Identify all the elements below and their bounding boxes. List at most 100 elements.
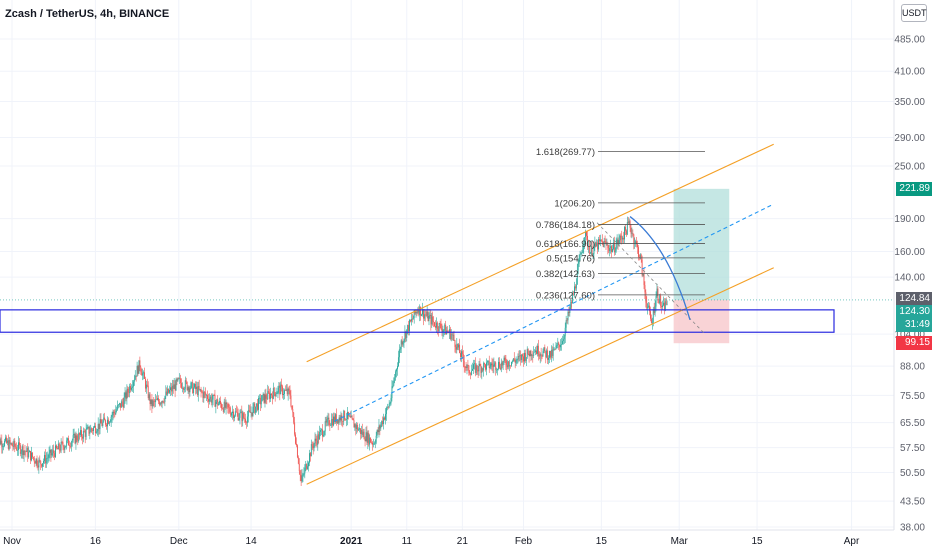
candle-body <box>60 442 62 451</box>
drawing-overlays[interactable]: 1.618(269.77) 1(206.20) 0.786(184.18) 0.618… <box>0 143 894 485</box>
candle-body <box>402 341 404 345</box>
price-tick-label: 88.00 <box>900 362 925 373</box>
candle-body <box>403 339 405 342</box>
candle-body <box>368 433 370 445</box>
candle-body <box>324 421 326 432</box>
candle-body <box>253 403 255 407</box>
long-position-tool[interactable] <box>673 188 730 344</box>
candle-body <box>143 372 145 374</box>
candle-body <box>180 378 182 384</box>
candle-body <box>592 253 594 256</box>
candle-body <box>518 356 520 357</box>
candle-body <box>585 231 587 238</box>
candle-body <box>126 388 128 399</box>
candle-body <box>615 244 617 251</box>
candle-body <box>350 416 352 418</box>
candle-body <box>490 363 492 367</box>
candle-body <box>75 435 77 444</box>
candle-body <box>648 305 650 307</box>
price-axis[interactable]: 485.00 410.00 350.00 290.00 250.00 190.00 160.… <box>893 0 925 534</box>
candle-body <box>333 416 335 426</box>
price-tick-label: 38.00 <box>900 523 925 534</box>
candle-body <box>193 387 195 394</box>
candle-body <box>133 379 135 382</box>
candle-body <box>40 460 42 465</box>
candle-body <box>249 410 251 413</box>
candle-body <box>358 429 360 431</box>
candle-body <box>31 452 33 458</box>
candle-body <box>450 334 452 339</box>
candle-body <box>542 351 544 357</box>
candle-body <box>155 399 157 403</box>
candle-body <box>69 446 71 447</box>
candle-body <box>544 347 546 351</box>
candle-body <box>362 431 364 435</box>
candle-body <box>47 457 49 459</box>
candle-body <box>439 323 441 324</box>
candle-body <box>3 446 5 447</box>
candle-body <box>485 364 486 370</box>
candle-body <box>502 361 504 366</box>
candle-body <box>425 315 427 316</box>
candle-body <box>290 395 292 406</box>
candle-body <box>404 331 406 340</box>
candle-body <box>171 385 173 392</box>
candle-body <box>405 331 407 338</box>
candle-body <box>104 417 106 421</box>
candle-body <box>220 404 222 409</box>
candle-body <box>588 246 590 254</box>
candle-body <box>322 434 324 437</box>
time-tick-label: 2021 <box>340 536 363 547</box>
candle-body <box>167 388 169 395</box>
candle-body <box>560 344 562 348</box>
candle-body <box>357 424 359 431</box>
candle-body <box>660 295 662 307</box>
candle-body <box>541 355 543 357</box>
candle-body <box>94 425 95 428</box>
candle-body <box>265 394 267 399</box>
candle-body <box>294 422 296 435</box>
candle-body <box>484 363 486 365</box>
candle-body <box>384 417 385 420</box>
candle-body <box>635 241 637 244</box>
candle-body <box>383 417 385 425</box>
candle-body <box>587 246 589 247</box>
candle-body <box>488 360 490 368</box>
candle-body <box>269 392 271 399</box>
candle-body <box>623 237 625 240</box>
candle-body <box>511 361 512 366</box>
candle-body <box>434 322 436 326</box>
candle-body <box>153 400 155 402</box>
time-axis[interactable]: Nov 16 Dec 14 2021 11 21 Feb 15 Mar 15 Apr <box>0 529 894 547</box>
candle-body <box>142 373 144 376</box>
candle-body <box>150 399 152 405</box>
candle-body <box>103 417 105 422</box>
price-tick-label: 160.00 <box>894 247 925 258</box>
candle-body <box>100 419 102 424</box>
candle-body <box>638 256 640 258</box>
candle-body <box>139 360 141 368</box>
candle-body <box>165 391 167 397</box>
candle-body <box>178 378 180 379</box>
candle-body <box>650 318 652 324</box>
candle-body <box>373 443 375 445</box>
candle-body <box>14 440 16 447</box>
candle-body <box>201 391 203 393</box>
candle-body <box>421 314 423 316</box>
time-tick-label: Apr <box>844 536 860 547</box>
currency-button[interactable]: USDT <box>901 4 927 22</box>
candle-body <box>61 442 63 443</box>
candle-body <box>554 348 556 350</box>
candle-body <box>537 345 539 356</box>
candle-body <box>298 463 300 472</box>
candle-body <box>319 431 321 440</box>
candle-body <box>532 355 534 357</box>
candle-body <box>70 442 72 447</box>
candle-body <box>191 382 193 383</box>
candle-body <box>173 384 175 389</box>
candle-body <box>551 349 553 356</box>
candle-body <box>296 445 298 458</box>
candle-body <box>390 398 392 404</box>
candle-body <box>380 424 382 429</box>
